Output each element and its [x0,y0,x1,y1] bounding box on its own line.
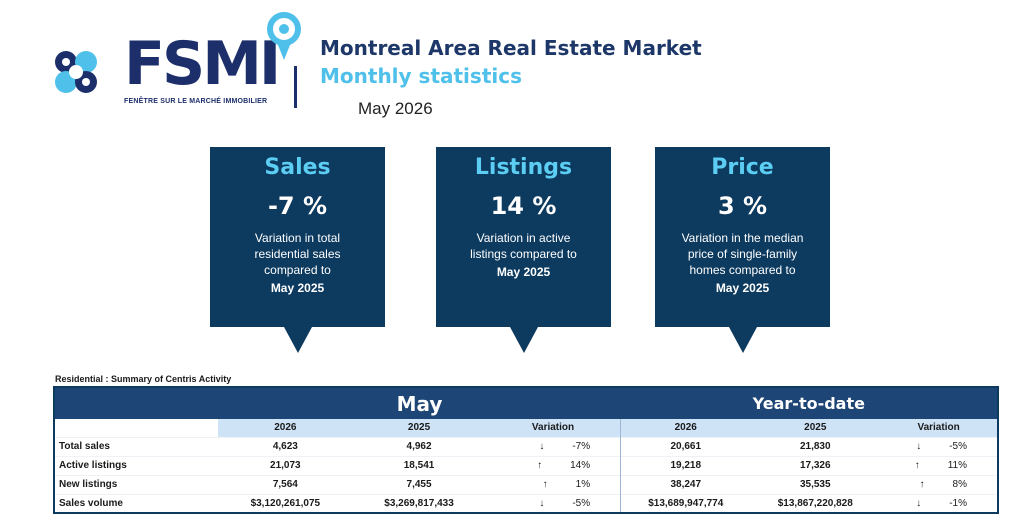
arrow-up-icon: ↑ [919,479,925,490]
fsmi-logo-mark [55,51,97,93]
cell-may-variation: ↓ -7% [485,436,621,456]
cell-ytd-variation: ↑ 8% [880,474,998,494]
col-header-ytd-2025: 2025 [750,419,881,437]
cell-ytd-2025: $13,867,220,828 [750,493,881,513]
col-header-may-2025: 2025 [352,419,486,437]
band-spacer [54,387,219,419]
table-row: Sales volume $3,120,261,075 $3,269,817,4… [54,493,998,513]
cell-ytd-2026: $13,689,947,774 [620,493,751,513]
table-row: Active listings 21,073 18,541 ↑ 14% 19,21… [54,455,998,475]
band-may: May [218,387,621,419]
kpi-reference-period: May 2025 [715,281,770,295]
arrow-down-icon: ↓ [539,441,545,452]
table-caption: Residential : Summary of Centris Activit… [55,374,232,384]
variation-value: -1% [949,497,967,509]
band-year-to-date: Year-to-date [620,387,998,419]
arrow-down-icon: ↓ [916,497,922,509]
cell-ytd-2026: 38,247 [620,474,751,494]
logo-tagline: FENÊTRE SUR LE MARCHÉ IMMOBILIER [124,98,268,105]
kpi-value: 3 % [717,192,768,220]
centris-activity-table: May Year-to-date 2026 2025 Variation 202… [53,386,999,514]
kpi-description: Variation in the median price of single-… [681,231,804,277]
cell-may-variation: ↑ 14% [485,455,621,475]
cell-may-2026: 7,564 [218,474,353,494]
variation-value: -7% [572,441,591,452]
variation-value: -5% [949,441,967,452]
arrow-up-icon: ↑ [914,460,920,471]
cell-ytd-2025: 17,326 [750,455,881,475]
kpi-description: Variation in active listings compared to [470,231,577,261]
col-header-may-variation: Variation [485,419,621,437]
variation-value: 1% [575,479,591,490]
col-header-ytd-variation: Variation [880,419,998,437]
row-label: Active listings [54,455,219,475]
variation-value: 14% [570,460,591,471]
cell-may-variation: ↑ 1% [485,474,621,494]
kpi-card-listings: Listings 14 % Variation in active listin… [436,147,611,353]
kpi-reference-period: May 2025 [496,265,551,279]
cell-ytd-variation: ↓ -5% [880,436,998,456]
cell-may-2026: $3,120,261,075 [218,493,353,513]
kpi-title: Price [711,155,774,180]
subhead-spacer [54,419,219,437]
cell-may-2026: 4,623 [218,436,353,456]
kpi-title: Listings [474,155,573,180]
cell-ytd-variation: ↓ -1% [880,493,998,513]
row-label: Sales volume [54,493,219,513]
row-label: Total sales [54,436,219,456]
row-label: New listings [54,474,219,494]
cell-may-2025: 7,455 [352,474,486,494]
kpi-card-sales: Sales -7 % Variation in total residentia… [210,147,385,353]
kpi-card-price: Price 3 % Variation in the median price … [655,147,830,353]
table-row: New listings 7,564 7,455 ↑ 1% 38,247 35,5… [54,474,998,494]
variation-value: 8% [952,479,967,490]
cell-ytd-2026: 20,661 [620,436,751,456]
cell-ytd-variation: ↑ 11% [880,455,998,475]
cell-may-2025: 18,541 [352,455,486,475]
arrow-down-icon: ↓ [916,441,922,452]
page-subtitle: Monthly statistics [320,64,522,88]
variation-value: 11% [947,460,967,471]
report-period: May 2026 [358,99,433,118]
cell-may-2025: 4,962 [352,436,486,456]
cell-ytd-2026: 19,218 [620,455,751,475]
kpi-title: Sales [264,155,331,180]
arrow-up-icon: ↑ [542,479,548,490]
arrow-up-icon: ↑ [537,460,543,471]
col-header-ytd-2026: 2026 [620,419,751,437]
cell-ytd-2025: 35,535 [750,474,881,494]
kpi-description: Variation in total residential sales com… [254,231,341,277]
header-divider [294,66,297,108]
kpi-value: 14 % [490,192,557,220]
cell-may-variation: ↓ -5% [485,493,621,513]
page-title: Montreal Area Real Estate Market [320,36,702,60]
variation-value: -5% [572,497,591,509]
arrow-down-icon: ↓ [539,497,545,509]
kpi-reference-period: May 2025 [270,281,325,295]
cell-ytd-2025: 21,830 [750,436,881,456]
kpi-value: -7 % [267,192,328,220]
cell-may-2026: 21,073 [218,455,353,475]
col-header-may-2026: 2026 [218,419,353,437]
location-pin-icon [267,12,301,60]
table-row: Total sales 4,623 4,962 ↓ -7% 20,661 21,8… [54,436,998,456]
fsmi-logo-text: FSMI [124,29,281,99]
cell-may-2025: $3,269,817,433 [352,493,486,513]
